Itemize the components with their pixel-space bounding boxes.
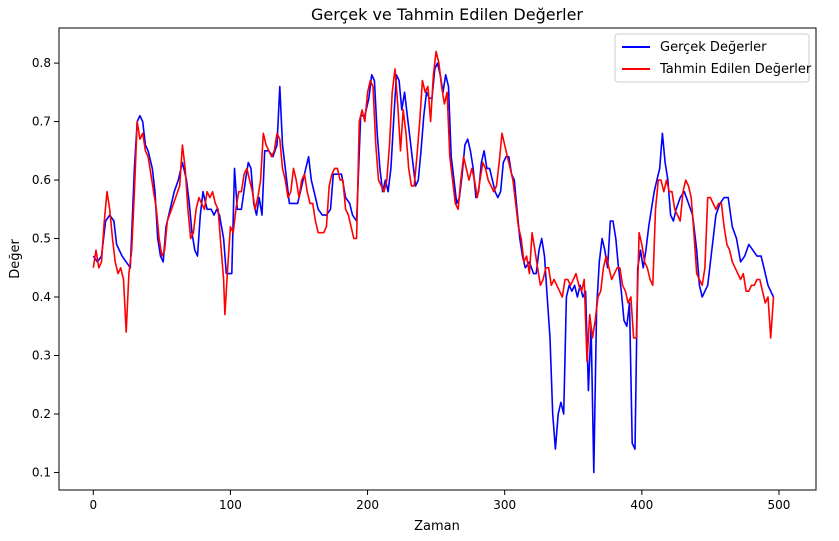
x-axis-label: Zaman	[414, 519, 460, 534]
legend-label-tahmin: Tahmin Edilen Değerler	[659, 62, 812, 77]
y-tick-label: 0.8	[32, 56, 51, 70]
legend-label-gercek: Gerçek Değerler	[660, 40, 767, 55]
y-tick-label: 0.4	[32, 290, 51, 304]
x-tick-label: 400	[630, 498, 653, 512]
x-tick-label: 500	[768, 498, 791, 512]
x-tick-label: 100	[219, 498, 242, 512]
chart-title: Gerçek ve Tahmin Edilen Değerler	[311, 5, 583, 24]
y-tick-label: 0.1	[32, 465, 51, 479]
legend: Gerçek Değerler Tahmin Edilen Değerler	[614, 33, 812, 83]
plot-area	[92, 50, 775, 474]
y-tick-label: 0.2	[32, 407, 51, 421]
y-axis: 0.1 0.2 0.3 0.4 0.5 0.6 0.7 0.8	[32, 56, 59, 479]
x-tick-label: 0	[89, 498, 97, 512]
y-tick-label: 0.3	[32, 348, 51, 362]
y-axis-label: Değer	[8, 239, 23, 279]
series-line-tahmin	[92, 50, 775, 363]
y-tick-label: 0.5	[32, 232, 51, 246]
x-tick-label: 200	[356, 498, 379, 512]
x-tick-label: 300	[493, 498, 516, 512]
y-tick-label: 0.6	[32, 173, 51, 187]
x-axis: 0 100 200 300 400 500	[89, 490, 790, 512]
axes-frame	[58, 27, 817, 491]
y-tick-label: 0.7	[32, 115, 51, 129]
series-line-gercek	[92, 62, 775, 474]
legend-box	[614, 33, 810, 83]
